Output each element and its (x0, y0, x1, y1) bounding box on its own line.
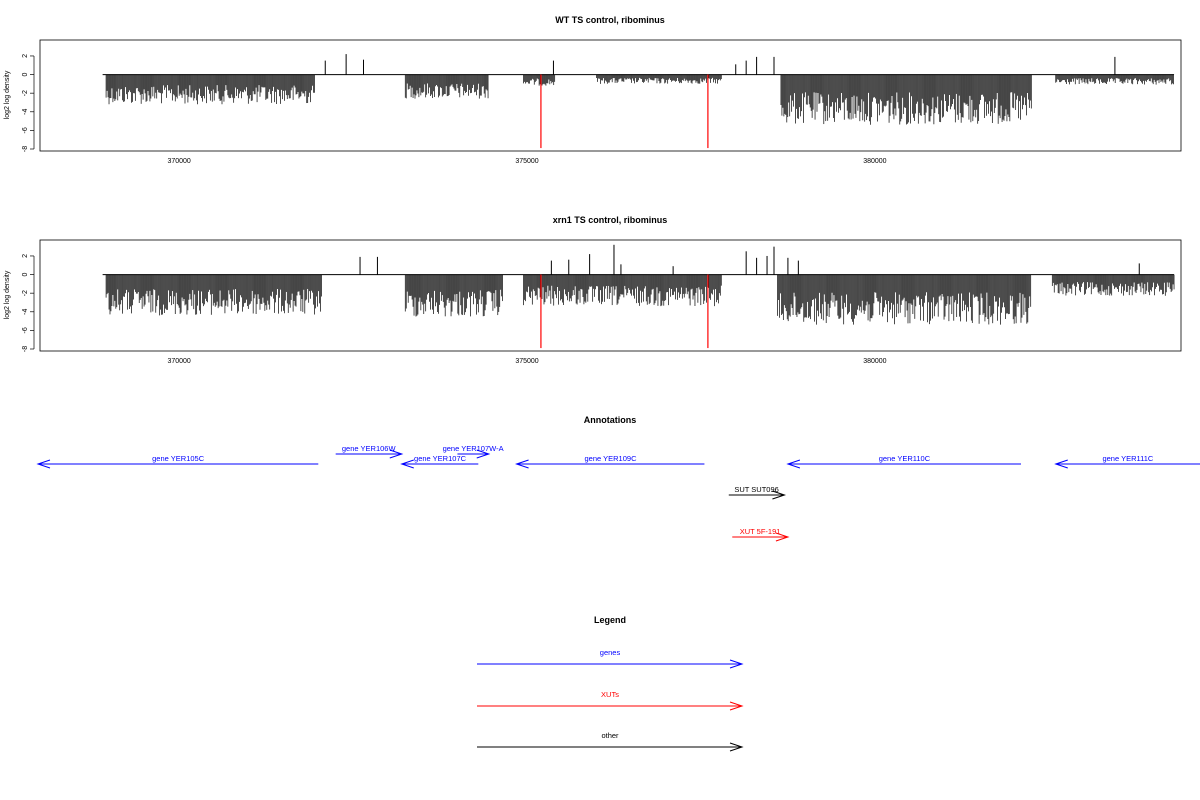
arrow-head (514, 459, 529, 469)
x-axis: 370000 375000 380000 (167, 158, 886, 165)
x-tick-label: 380000 (863, 358, 886, 365)
position-markers (540, 274, 709, 349)
density-bars (102, 244, 1175, 325)
y-tick-label: 2 (22, 254, 29, 258)
x-tick-label: 380000 (863, 158, 886, 165)
feature-other: SUT SUT096 (728, 485, 787, 500)
feature-label: gene YER109C (585, 454, 638, 463)
arrow-head (389, 449, 404, 459)
annotations-track: Annotations gene YER105C gene YER106W gene… (36, 415, 1200, 542)
legend-item: other (477, 731, 744, 752)
xrn1-density-panel: xrn1 TS control, ribominus 2 0 -2 -4 -6 -8 37… (4, 215, 1182, 365)
feature-label: gene YER107C (414, 454, 467, 463)
y-axis: 2 0 -2 -4 -6 -8 (22, 54, 35, 152)
arrow-head (476, 449, 491, 459)
y-tick-label: -6 (22, 327, 29, 333)
y-axis-label: log2 log density (4, 270, 11, 319)
arrow-head (36, 459, 51, 469)
arrow-head (729, 742, 744, 752)
y-tick-label: 0 (22, 73, 29, 77)
x-tick-label: 375000 (515, 358, 538, 365)
legend-title: Legend (594, 615, 626, 625)
legend-label: other (601, 731, 619, 740)
y-axis: 2 0 -2 -4 -6 -8 (22, 254, 35, 352)
feature-label: XUT 5F-191 (740, 527, 781, 536)
arrow-head (786, 459, 801, 469)
feature-label: gene YER110C (879, 454, 931, 463)
legend-item: XUTs (477, 690, 744, 711)
density-bars (102, 54, 1175, 125)
x-axis: 370000 375000 380000 (167, 358, 886, 365)
y-tick-label: -4 (22, 309, 29, 315)
y-tick-label: -6 (22, 127, 29, 133)
legend-item: genes (477, 648, 744, 669)
feature-label: gene YER111C (1102, 454, 1153, 463)
legend-items: genes XUTs other (477, 648, 744, 752)
feature-gene: gene YER111C (1054, 454, 1200, 469)
panel-title: xrn1 TS control, ribominus (553, 215, 668, 225)
position-markers (540, 74, 709, 149)
y-tick-label: -4 (22, 109, 29, 115)
feature-label: gene YER105C (152, 454, 205, 463)
y-tick-label: 0 (22, 273, 29, 277)
feature-gene: gene YER110C (786, 454, 1021, 469)
legend-label: genes (600, 648, 621, 657)
arrow-head (729, 701, 744, 711)
y-tick-label: 2 (22, 54, 29, 58)
feature-gene: gene YER107C (400, 454, 479, 469)
arrow-head (1054, 459, 1068, 469)
arrow-head (729, 659, 744, 669)
x-tick-label: 370000 (167, 158, 190, 165)
wt-density-panel: WT TS control, ribominus 2 0 -2 -4 -6 -8 3700… (4, 15, 1182, 165)
legend-label: XUTs (601, 690, 619, 699)
feature-xut: XUT 5F-191 (732, 527, 790, 542)
y-tick-label: -2 (22, 90, 29, 96)
arrow-head (400, 459, 414, 469)
feature-label: gene YER107W-A (443, 444, 504, 453)
feature-gene: gene YER105C (36, 454, 319, 469)
panel-title: WT TS control, ribominus (555, 15, 665, 25)
y-axis-label: log2 log density (4, 70, 11, 119)
y-tick-label: -8 (22, 346, 29, 352)
y-tick-label: -8 (22, 146, 29, 152)
x-tick-label: 375000 (515, 158, 538, 165)
feature-gene: gene YER106W (335, 444, 404, 459)
x-tick-label: 370000 (167, 358, 190, 365)
feature-gene: gene YER107W-A (443, 444, 504, 459)
y-tick-label: -2 (22, 290, 29, 296)
feature-gene: gene YER109C (514, 454, 705, 469)
plot-frame (39, 39, 1182, 152)
feature-label: gene YER106W (342, 444, 397, 453)
arrow-head (775, 532, 790, 542)
arrow-head (772, 490, 787, 500)
annotations-title: Annotations (584, 415, 637, 425)
legend: Legend genes XUTs other (477, 615, 744, 752)
plot-frame (39, 239, 1182, 352)
feature-label: SUT SUT096 (734, 485, 778, 494)
